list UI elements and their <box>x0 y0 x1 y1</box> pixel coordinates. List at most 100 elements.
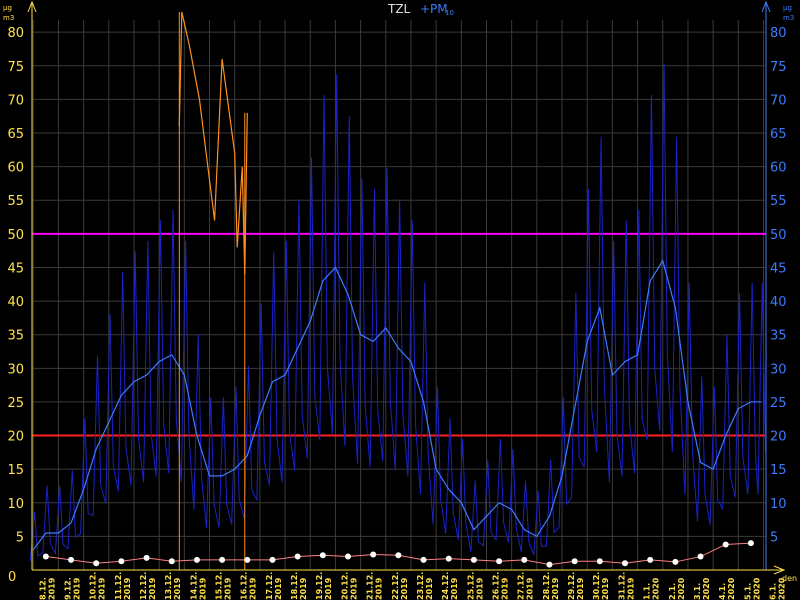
x-tick-label-year: 2019 <box>299 577 308 600</box>
y-tick-label-left: 45 <box>7 261 24 276</box>
y-tick-label-right: 80 <box>770 26 787 41</box>
daily-point <box>143 554 150 561</box>
y-tick-label-right: 55 <box>770 194 787 209</box>
daily-point <box>42 553 49 560</box>
daily-point <box>244 556 251 563</box>
y-tick-label-left: 65 <box>7 127 24 142</box>
x-tick-label-year: 2019 <box>349 577 358 600</box>
chart-subtitle-sub: 10 <box>445 9 454 17</box>
x-tick-label-year: 2019 <box>198 577 207 600</box>
y-tick-label-left: 40 <box>7 295 24 310</box>
x-tick-label-date: 8.12. <box>38 577 47 600</box>
series-layer <box>29 11 766 570</box>
y-tick-label-right: 60 <box>770 161 787 176</box>
daily-point <box>722 541 729 548</box>
daily-point <box>269 556 276 563</box>
x-tick-label-date: 23.12. <box>416 572 425 600</box>
x-tick-label-date: 20.12. <box>340 572 349 600</box>
y-axis-right-arrow <box>761 0 771 13</box>
y-tick-label-right: 30 <box>770 362 787 377</box>
x-tick-label-date: 4.1. <box>718 583 727 600</box>
x-tick-label-date: 18.12. <box>290 572 299 600</box>
y-tick-label-left: 15 <box>7 463 24 478</box>
x-tick-label-date: 30.12. <box>592 572 601 600</box>
daily-point <box>118 558 125 565</box>
y-tick-label-left: 25 <box>7 396 24 411</box>
x-tick-label-year: 2019 <box>375 577 384 600</box>
unit-top-right: μg <box>783 4 792 12</box>
x-tick-label-date: 13.12. <box>164 572 173 600</box>
x-tick-label-year: 2019 <box>173 577 182 600</box>
x-tick-label-date: 24.12. <box>441 572 450 600</box>
x-tick-label-year: 2019 <box>324 577 333 600</box>
daily-point <box>168 558 175 565</box>
y-tick-label-right: 40 <box>770 295 787 310</box>
x-tick-label-year: 2019 <box>551 577 560 600</box>
x-tick-label-date: 19.12. <box>315 572 324 600</box>
y-tick-label-right: 15 <box>770 463 787 478</box>
chart-title: TZL <box>387 2 411 16</box>
daily-point <box>521 556 528 563</box>
x-tick-label-year: 2019 <box>450 577 459 600</box>
daily-point <box>496 558 503 565</box>
daily-point <box>546 561 553 568</box>
x-tick-label-year: 2019 <box>475 577 484 600</box>
x-tick-label-year: 2019 <box>98 577 107 600</box>
unit-top-left: μg <box>3 4 12 12</box>
chart-grid <box>32 20 766 570</box>
x-tick-label-date: 15.12. <box>215 572 224 600</box>
x-tick-label-date: 1.1. <box>643 583 652 600</box>
x-tick-label-year: 2019 <box>576 577 585 600</box>
daily-point <box>319 552 326 559</box>
x-tick-label-year: 2019 <box>148 577 157 600</box>
y-tick-label-right: 50 <box>770 228 787 243</box>
x-tick-label-year: 2019 <box>501 577 510 600</box>
x-tick-label-year: 2019 <box>72 577 81 600</box>
y-axis-left-arrow <box>27 0 37 13</box>
chart-axes <box>27 0 786 575</box>
y-tick-label-left: 35 <box>7 329 24 344</box>
x-tick-label-date: 22.12. <box>391 572 400 600</box>
daily-point <box>672 558 679 565</box>
x-axis-arrow <box>773 565 786 575</box>
x-tick-label-year: 2019 <box>601 577 610 600</box>
y-tick-label-right: 25 <box>770 396 787 411</box>
daily-point <box>621 560 628 567</box>
x-tick-label-date: 29.12. <box>567 572 576 600</box>
daily-point <box>370 551 377 558</box>
y-tick-label-left: 50 <box>7 228 24 243</box>
y-tick-label-right: 35 <box>770 329 787 344</box>
daily-point <box>470 556 477 563</box>
daily-point <box>345 553 352 560</box>
x-tick-label-year: 2020 <box>702 577 711 600</box>
daily-point <box>420 556 427 563</box>
daily-point <box>294 553 301 560</box>
x-tick-label-year: 2020 <box>727 577 736 600</box>
y-tick-label-left: 30 <box>7 362 24 377</box>
x-tick-label-year: 2020 <box>777 577 786 600</box>
y-zero-label: 0 <box>8 570 16 585</box>
y-tick-label-right: 65 <box>770 127 787 142</box>
unit-bottom-right: m3 <box>783 14 794 22</box>
x-tick-label-year: 2019 <box>249 577 258 600</box>
x-tick-label-date: 2.1. <box>668 583 677 600</box>
x-tick-label-date: 14.12. <box>189 572 198 600</box>
x-tick-label-date: 21.12. <box>366 572 375 600</box>
x-tick-label-date: 16.12. <box>240 572 249 600</box>
y-tick-label-left: 80 <box>7 26 24 41</box>
x-tick-label-year: 2019 <box>123 577 132 600</box>
x-tick-label-date: 26.12. <box>492 572 501 600</box>
x-tick-label-date: 17.12. <box>265 572 274 600</box>
daily-point <box>647 556 654 563</box>
x-tick-label-date: 10.12. <box>89 572 98 600</box>
daily-point <box>395 552 402 559</box>
daily-point <box>697 553 704 560</box>
daily-point <box>219 556 226 563</box>
daily-point <box>68 556 75 563</box>
x-tick-label-date: 3.1. <box>693 583 702 600</box>
x-tick-label-date: 12.12. <box>139 572 148 600</box>
x-tick-label-date: 25.12. <box>466 572 475 600</box>
y-tick-label-left: 5 <box>16 530 24 545</box>
